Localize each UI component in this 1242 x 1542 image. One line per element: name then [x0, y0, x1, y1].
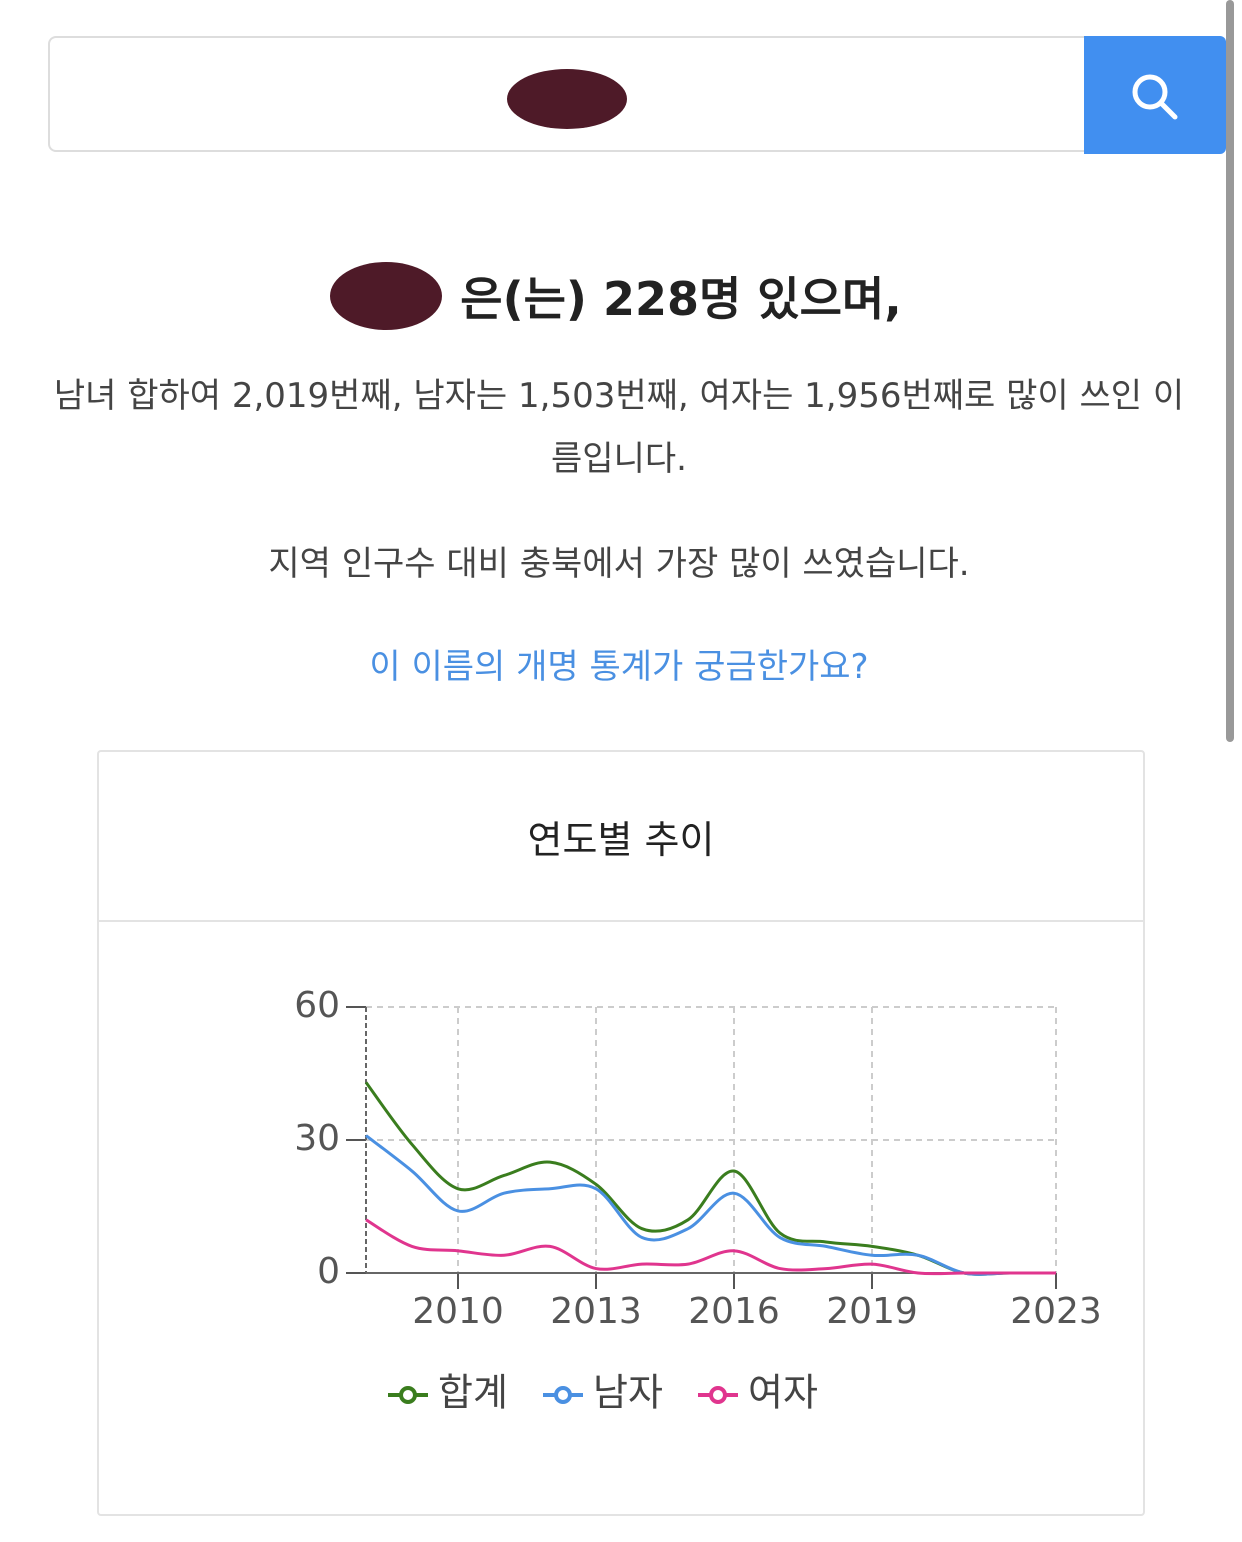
x-tick-label: 2010 [412, 1291, 504, 1332]
x-tick-label: 2016 [688, 1291, 780, 1332]
ranking-text: 남녀 합하여 2,019번째, 남자는 1,503번째, 여자는 1,956번째… [53, 376, 1185, 479]
chart: 0 30 60 2010 2013 2016 2019 2023 합계 남자 여자 [294, 985, 1102, 1415]
headline-row: 은(는) 228명 있으며, [0, 258, 1230, 334]
series-line [365, 1134, 1056, 1276]
chart-card [97, 750, 1145, 1516]
x-tick-label: 2013 [550, 1291, 642, 1332]
legend-marker [399, 1386, 417, 1404]
search-box[interactable] [48, 36, 1224, 152]
search-icon [1132, 74, 1178, 120]
legend-label: 합계 [438, 1371, 508, 1415]
legend-label: 여자 [748, 1371, 818, 1415]
series-line [365, 1218, 1056, 1276]
x-tick-label: 2023 [1010, 1291, 1102, 1332]
scrollbar [1226, 0, 1234, 742]
region-text: 지역 인구수 대비 충북에서 가장 많이 쓰였습니다. [268, 544, 970, 584]
y-tick-label: 60 [294, 985, 340, 1026]
y-tick-label: 0 [317, 1251, 340, 1292]
y-tick-label: 30 [294, 1118, 340, 1159]
redaction [507, 69, 627, 129]
legend-label: 남자 [593, 1371, 663, 1415]
series-line [364, 1081, 1056, 1276]
legend-marker [709, 1386, 727, 1404]
x-tick-label: 2019 [826, 1291, 918, 1332]
legend-marker [554, 1386, 572, 1404]
chart-title: 연도별 추이 [99, 752, 1143, 922]
search-button[interactable] [1084, 36, 1226, 154]
rename-link-row: 이 이름의 개명 통계가 궁금한가요? [48, 636, 1190, 699]
redaction [330, 262, 443, 330]
headline: 은(는) 228명 있으며, [460, 272, 902, 326]
rename-link[interactable]: 이 이름의 개명 통계가 궁금한가요? [369, 647, 869, 687]
